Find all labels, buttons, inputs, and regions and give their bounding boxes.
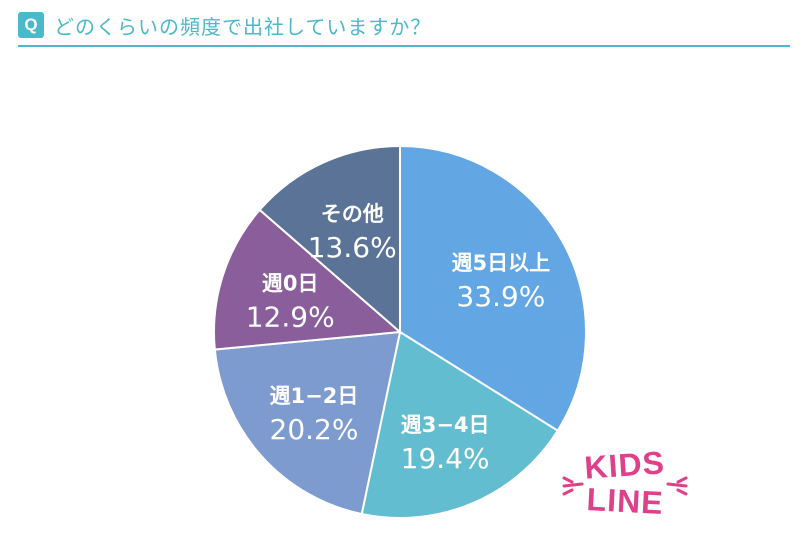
logo-text-kids: KIDS — [583, 444, 666, 486]
pie-slice-0 — [399, 144, 587, 433]
question-title: どのくらいの頻度で出社していますか？ — [54, 14, 432, 39]
slice-value-label: 12.9% — [246, 301, 335, 334]
header-divider — [18, 45, 790, 47]
slice-category-label: その他 — [321, 202, 384, 226]
slice-category-label: 週5日以上 — [452, 251, 551, 275]
question-header: Q どのくらいの頻度で出社していますか？ — [18, 6, 790, 44]
slice-category-label: 週0日 — [262, 272, 319, 296]
slice-value-label: 33.9% — [456, 280, 545, 313]
pie-slice-3 — [213, 208, 403, 351]
kidsline-logo: KIDS LINE — [562, 444, 688, 521]
pie-slice-2 — [213, 330, 402, 516]
pie-slice-4 — [258, 144, 401, 335]
slice-category-label: 週3−4日 — [401, 413, 490, 437]
logo-figure-icon — [562, 476, 688, 496]
slice-value-label: 19.4% — [401, 442, 490, 475]
slice-value-label: 13.6% — [308, 231, 397, 264]
logo-text-line: LINE — [586, 481, 665, 521]
slice-value-label: 20.2% — [270, 413, 359, 446]
slice-category-label: 週1−2日 — [270, 384, 359, 408]
q-badge: Q — [18, 12, 44, 38]
pie-slice-1 — [360, 330, 560, 519]
